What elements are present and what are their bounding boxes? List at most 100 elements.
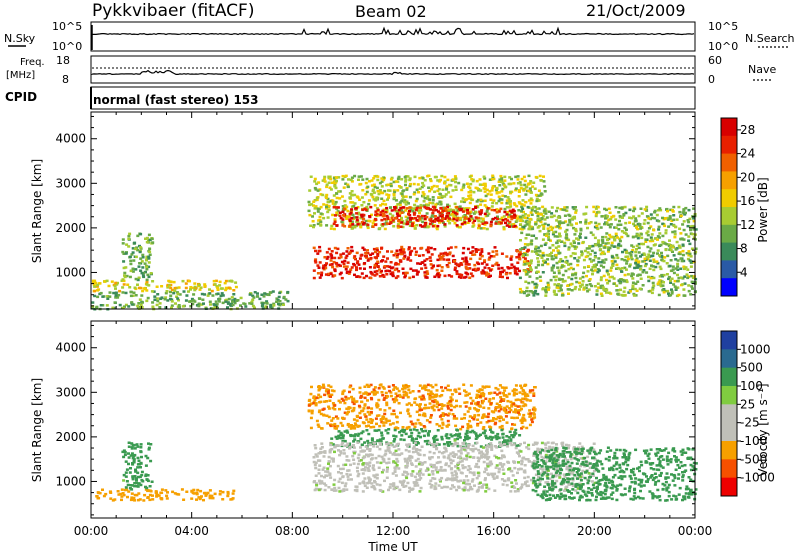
scatter-cell bbox=[316, 264, 320, 267]
scatter-cell bbox=[656, 262, 660, 265]
scatter-cell bbox=[384, 211, 388, 214]
scatter-cell bbox=[429, 390, 433, 393]
scatter-cell bbox=[537, 194, 541, 197]
scatter-cell bbox=[536, 214, 540, 218]
scatter-cell bbox=[471, 274, 475, 278]
scatter-cell bbox=[381, 223, 385, 226]
scatter-cell bbox=[543, 218, 547, 221]
scatter-cell bbox=[634, 217, 638, 220]
scatter-cell bbox=[199, 489, 203, 493]
scatter-cell bbox=[423, 217, 427, 221]
scatter-cell bbox=[348, 192, 352, 195]
scatter-cell bbox=[557, 271, 561, 275]
scatter-cell bbox=[578, 277, 582, 280]
scatter-cell bbox=[409, 259, 413, 262]
scatter-cell bbox=[333, 450, 336, 454]
scatter-cell bbox=[114, 294, 118, 297]
scatter-cell bbox=[666, 209, 669, 213]
scatter-cell bbox=[134, 468, 137, 471]
scatter-cell bbox=[435, 185, 439, 188]
scatter-cell bbox=[408, 177, 412, 180]
scatter-cell bbox=[342, 452, 346, 455]
scatter-cell bbox=[586, 270, 590, 273]
scatter-cell bbox=[147, 446, 151, 450]
scatter-cell bbox=[127, 462, 130, 466]
scatter-cell bbox=[590, 268, 594, 272]
scatter-cell bbox=[380, 269, 383, 273]
scatter-cell bbox=[329, 385, 333, 389]
scatter-cell bbox=[365, 190, 369, 194]
scatter-cell bbox=[117, 293, 121, 297]
scatter-cell bbox=[512, 433, 516, 437]
scatter-cell bbox=[345, 407, 349, 410]
scatter-cell bbox=[552, 231, 556, 234]
scatter-cell bbox=[538, 275, 542, 279]
scatter-cell bbox=[449, 452, 453, 455]
scatter-cell bbox=[491, 217, 495, 221]
scatter-cell bbox=[468, 186, 472, 190]
scatter-cell bbox=[351, 213, 355, 217]
scatter-cell bbox=[226, 490, 230, 494]
scatter-cell bbox=[230, 302, 233, 306]
scatter-cell bbox=[567, 267, 571, 271]
scatter-cell bbox=[603, 252, 606, 256]
scatter-cell bbox=[570, 289, 574, 292]
scatter-cell bbox=[528, 220, 532, 224]
scatter-cell bbox=[487, 212, 491, 216]
scatter-cell bbox=[95, 495, 99, 498]
scatter-cell bbox=[542, 209, 546, 212]
scatter-cell bbox=[448, 399, 452, 403]
scatter-cell bbox=[136, 248, 140, 252]
scatter-cell bbox=[411, 275, 415, 279]
scatter-cell bbox=[597, 257, 601, 260]
scatter-cell bbox=[407, 425, 411, 429]
scatter-cell bbox=[528, 423, 532, 427]
scatter-cell bbox=[427, 203, 430, 207]
scatter-cell bbox=[484, 194, 488, 198]
scatter-cell bbox=[473, 402, 477, 405]
scatter-cell bbox=[597, 243, 601, 247]
scatter-cell bbox=[139, 483, 143, 487]
scatter-cell bbox=[491, 201, 495, 205]
scatter-cell bbox=[502, 394, 506, 397]
scatter-cell bbox=[519, 219, 523, 223]
scatter-cell bbox=[533, 291, 537, 295]
scatter-cell bbox=[533, 205, 537, 209]
scatter-cell bbox=[151, 280, 155, 283]
scatter-cell bbox=[530, 418, 534, 421]
scatter-cell bbox=[549, 239, 552, 242]
scatter-cell bbox=[324, 264, 328, 267]
scatter-region bbox=[332, 205, 517, 228]
scatter-cell bbox=[567, 292, 570, 295]
scatter-cell bbox=[574, 206, 577, 209]
scatter-cell bbox=[658, 254, 661, 257]
scatter-cell bbox=[397, 219, 401, 223]
scatter-cell bbox=[438, 415, 442, 418]
scatter-cell bbox=[330, 393, 334, 397]
scatter-cell bbox=[164, 306, 168, 309]
scatter-cell bbox=[482, 227, 486, 230]
scatter-cell bbox=[351, 445, 355, 449]
scatter-cell bbox=[404, 180, 408, 183]
scatter-cell bbox=[420, 246, 424, 250]
scatter-cell bbox=[366, 399, 369, 402]
beam-title: Beam 02 bbox=[355, 2, 427, 21]
scatter-cell bbox=[316, 423, 320, 426]
scatter-cell bbox=[489, 269, 492, 272]
scatter-cell bbox=[372, 474, 376, 477]
scatter-cell bbox=[213, 306, 217, 309]
scatter-cell bbox=[318, 188, 322, 191]
scatter-cell bbox=[416, 205, 420, 208]
scatter-cell bbox=[509, 190, 512, 194]
scatter-cell bbox=[489, 193, 493, 196]
scatter-cell bbox=[618, 219, 621, 223]
scatter-cell bbox=[525, 223, 529, 226]
scatter-cell bbox=[440, 418, 444, 421]
scatter-cell bbox=[476, 422, 480, 426]
scatter-cell bbox=[420, 204, 423, 208]
scatter-cell bbox=[667, 275, 671, 279]
scatter-cell bbox=[618, 281, 622, 285]
scatter-cell bbox=[438, 394, 442, 398]
scatter-cell bbox=[607, 218, 611, 222]
scatter-cell bbox=[458, 273, 462, 276]
